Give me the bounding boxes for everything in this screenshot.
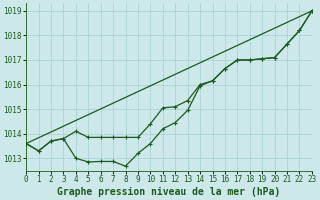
X-axis label: Graphe pression niveau de la mer (hPa): Graphe pression niveau de la mer (hPa) bbox=[57, 186, 281, 197]
